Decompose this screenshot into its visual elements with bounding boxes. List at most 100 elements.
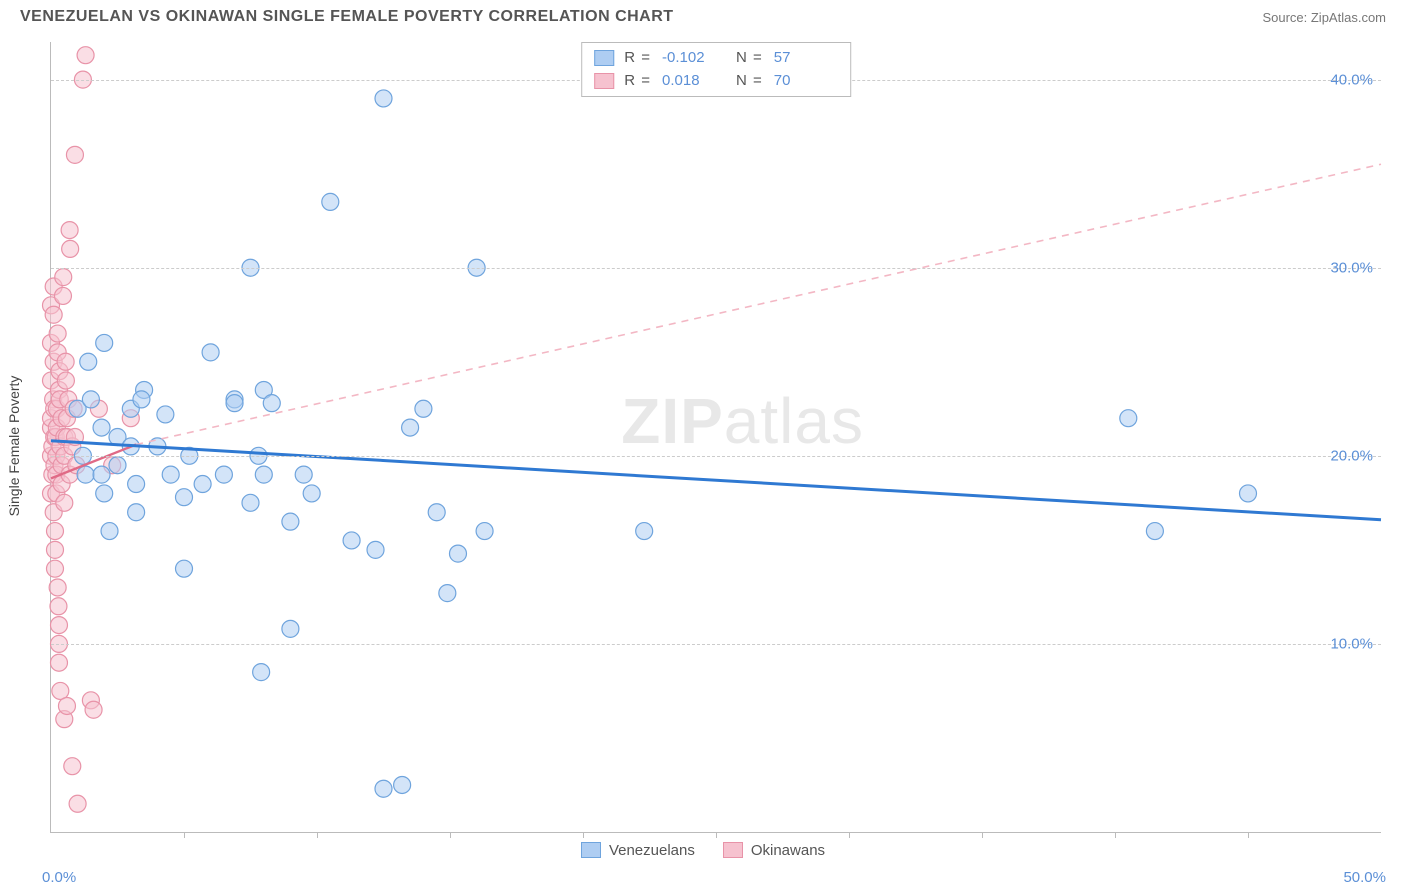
venezuelans-point — [636, 523, 653, 540]
y-tick-label: 30.0% — [1330, 259, 1373, 276]
y-axis-title: Single Female Poverty — [6, 376, 22, 517]
venezuelans-point — [109, 457, 126, 474]
x-axis-min-label: 0.0% — [42, 869, 76, 886]
legend-swatch — [594, 73, 614, 89]
venezuelans-point — [253, 664, 270, 681]
venezuelans-point — [1146, 523, 1163, 540]
venezuelans-point — [93, 466, 110, 483]
venezuelans-point — [128, 476, 145, 493]
venezuelans-point — [295, 466, 312, 483]
legend-r-label: R = — [624, 70, 652, 93]
gridline-h — [51, 268, 1381, 269]
venezuelans-point — [176, 560, 193, 577]
legend-n-label: N = — [736, 70, 764, 93]
legend-bottom-label: Venezuelans — [609, 842, 695, 859]
venezuelans-point — [128, 504, 145, 521]
venezuelans-point — [394, 776, 411, 793]
venezuelans-point — [303, 485, 320, 502]
venezuelans-point — [282, 620, 299, 637]
x-tick — [982, 832, 983, 838]
x-tick — [1248, 832, 1249, 838]
venezuelans-point — [402, 419, 419, 436]
x-tick — [450, 832, 451, 838]
okinawans-point — [57, 353, 74, 370]
legend-r-value: -0.102 — [662, 47, 726, 70]
y-tick-label: 20.0% — [1330, 447, 1373, 464]
venezuelans-point — [101, 523, 118, 540]
venezuelans-point — [96, 485, 113, 502]
legend-n-value: 57 — [774, 47, 838, 70]
okinawans-point — [52, 682, 69, 699]
x-axis-max-label: 50.0% — [1343, 869, 1386, 886]
venezuelans-point — [375, 90, 392, 107]
venezuelans-point — [1120, 410, 1137, 427]
venezuelans-point — [202, 344, 219, 361]
legend-series: Venezuelans Okinawans — [0, 842, 1406, 863]
venezuelans-point — [449, 545, 466, 562]
okinawans-point — [85, 701, 102, 718]
chart-header: VENEZUELAN VS OKINAWAN SINGLE FEMALE POV… — [0, 0, 1406, 30]
venezuelans-point — [133, 391, 150, 408]
venezuelans-point — [415, 400, 432, 417]
venezuelans-point — [322, 193, 339, 210]
okinawans-point — [62, 240, 79, 257]
venezuelans-point — [439, 585, 456, 602]
venezuelans-point — [242, 494, 259, 511]
okinawans-point — [45, 306, 62, 323]
venezuelans-point — [428, 504, 445, 521]
legend-n-label: N = — [736, 47, 764, 70]
legend-swatch — [581, 842, 601, 858]
venezuelans-point — [77, 466, 94, 483]
gridline-h — [51, 456, 1381, 457]
okinawans-point — [46, 523, 63, 540]
venezuelans-point — [93, 419, 110, 436]
legend-swatch — [723, 842, 743, 858]
x-tick — [849, 832, 850, 838]
venezuelans-point — [80, 353, 97, 370]
x-tick — [184, 832, 185, 838]
venezuelans-point — [255, 466, 272, 483]
okinawans-point — [66, 146, 83, 163]
venezuelans-point — [282, 513, 299, 530]
legend-bottom-item: Venezuelans — [581, 842, 695, 859]
x-tick — [1115, 832, 1116, 838]
legend-bottom-label: Okinawans — [751, 842, 825, 859]
okinawans-point — [50, 654, 67, 671]
okinawans-point — [46, 541, 63, 558]
legend-top-row: R = -0.102N = 57 — [594, 47, 838, 70]
venezuelans-point — [375, 780, 392, 797]
okinawans-point — [49, 325, 66, 342]
venezuelans-point — [176, 489, 193, 506]
okinawans-point — [69, 795, 86, 812]
x-tick — [583, 832, 584, 838]
okinawans-point — [56, 494, 73, 511]
source-label: Source: ZipAtlas.com — [1262, 10, 1386, 25]
venezuelans-point — [367, 541, 384, 558]
okinawans-point — [57, 372, 74, 389]
venezuelans-point — [96, 334, 113, 351]
venezuelans-point — [82, 391, 99, 408]
venezuelans-point — [263, 395, 280, 412]
okinawans-point — [64, 758, 81, 775]
y-tick-label: 40.0% — [1330, 71, 1373, 88]
okinawans-point — [54, 287, 71, 304]
okinawans-point — [50, 617, 67, 634]
venezuelans-point — [1240, 485, 1257, 502]
legend-top-row: R = 0.018N = 70 — [594, 70, 838, 93]
venezuelans-point — [194, 476, 211, 493]
legend-correlation-box: R = -0.102 N = 57R = 0.018N = 70 — [581, 42, 851, 97]
gridline-h — [51, 644, 1381, 645]
legend-bottom-item: Okinawans — [723, 842, 825, 859]
legend-n-value: 70 — [774, 70, 838, 93]
venezuelans-point — [476, 523, 493, 540]
x-tick — [317, 832, 318, 838]
scatter-plot-svg — [51, 42, 1381, 832]
okinawans-point — [49, 579, 66, 596]
venezuelans-point — [157, 406, 174, 423]
okinawans-point — [77, 47, 94, 64]
legend-swatch — [594, 50, 614, 66]
venezuelans-point — [215, 466, 232, 483]
okinawans-point — [50, 598, 67, 615]
okinawans-point — [46, 560, 63, 577]
okinawans-point — [55, 269, 72, 286]
